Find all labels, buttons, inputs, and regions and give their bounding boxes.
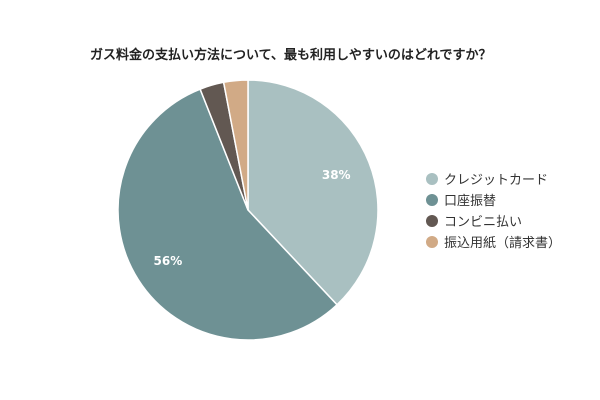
legend-swatch-bank-transfer xyxy=(426,193,438,206)
chart-title: ガス料金の支払い方法について、最も利用しやすいのはどれですか？ xyxy=(90,48,492,63)
pie-value-labels: 38% 56% xyxy=(154,168,351,268)
pie-slices xyxy=(117,79,379,341)
legend-swatch-payment-slip xyxy=(426,235,438,248)
legend-item-payment-slip: 振込用紙（請求書） xyxy=(426,231,561,252)
legend-item-credit-card: クレジットカード xyxy=(426,168,561,189)
legend-label-payment-slip: 振込用紙（請求書） xyxy=(444,236,562,251)
pie-slice-payment-slip xyxy=(222,79,249,211)
pie-value-label-credit-card: 38% xyxy=(322,168,351,182)
legend: クレジットカード 口座振替 コンビニ払い 振込用紙（請求書） xyxy=(426,168,561,252)
legend-item-convenience-store: コンビニ払い xyxy=(426,210,561,231)
legend-swatch-convenience-store xyxy=(426,214,438,227)
legend-label-credit-card: クレジットカード xyxy=(444,173,549,188)
legend-swatch-credit-card xyxy=(426,172,438,185)
pie-slice-bank-transfer xyxy=(117,88,339,341)
legend-label-convenience-store: コンビニ払い xyxy=(444,215,523,230)
legend-label-bank-transfer: 口座振替 xyxy=(444,194,497,209)
pie-value-label-bank-transfer: 56% xyxy=(154,254,183,268)
pie-slice-credit-card xyxy=(247,79,379,306)
legend-item-bank-transfer: 口座振替 xyxy=(426,189,561,210)
